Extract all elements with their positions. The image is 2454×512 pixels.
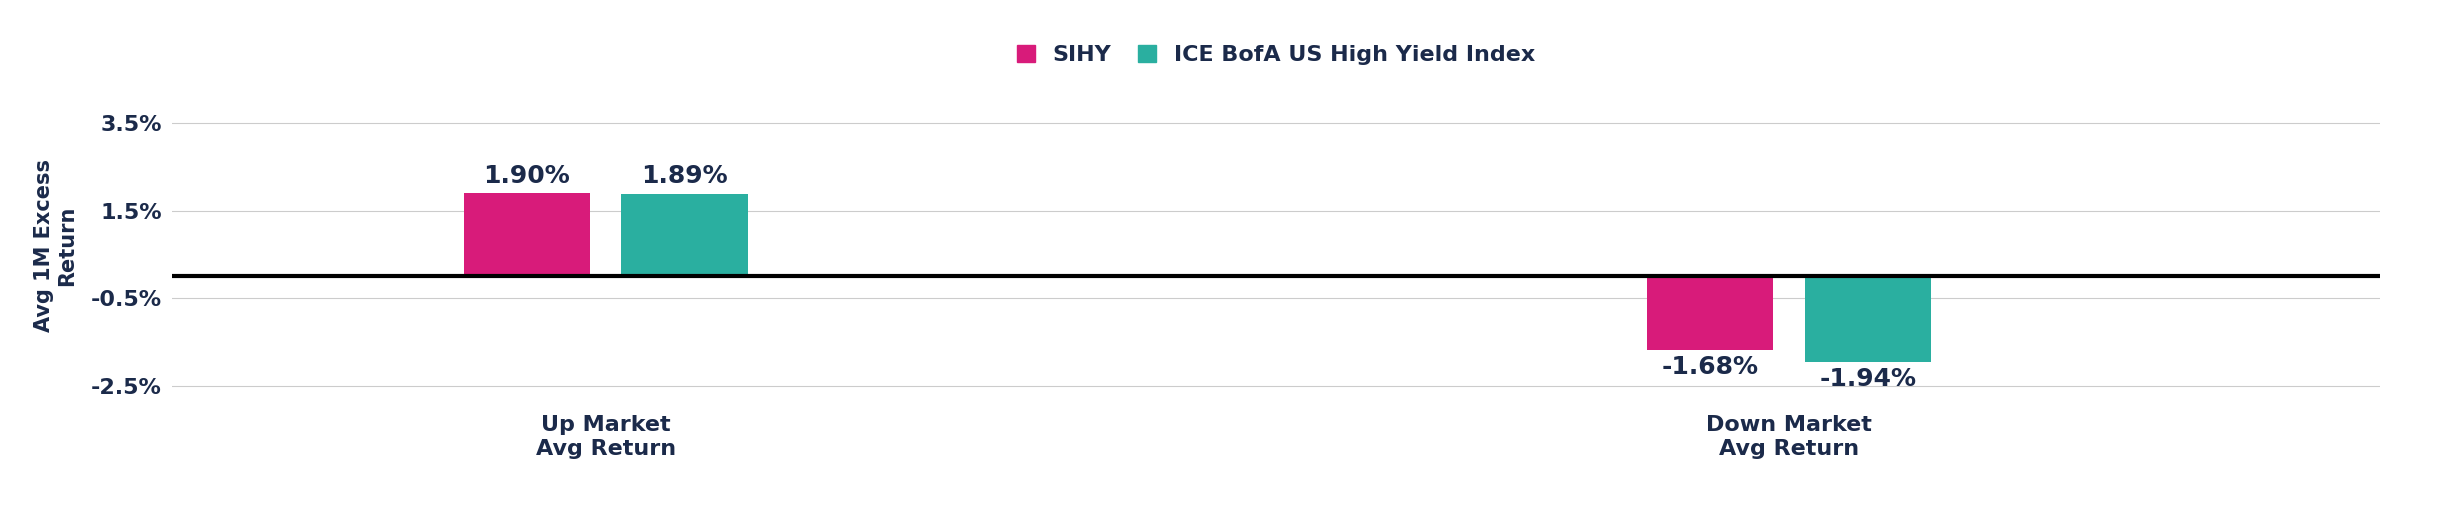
Bar: [1647, 276, 1772, 350]
Y-axis label: Avg 1M Excess
Return: Avg 1M Excess Return: [34, 159, 76, 332]
Bar: [621, 194, 748, 276]
Legend: SIHY, ICE BofA US High Yield Index: SIHY, ICE BofA US High Yield Index: [1009, 36, 1544, 74]
Bar: [464, 193, 589, 276]
Text: -1.68%: -1.68%: [1661, 355, 1760, 379]
Text: 1.89%: 1.89%: [640, 164, 729, 188]
Text: -1.94%: -1.94%: [1818, 367, 1917, 391]
Bar: [1804, 276, 1931, 361]
Text: 1.90%: 1.90%: [483, 164, 569, 188]
